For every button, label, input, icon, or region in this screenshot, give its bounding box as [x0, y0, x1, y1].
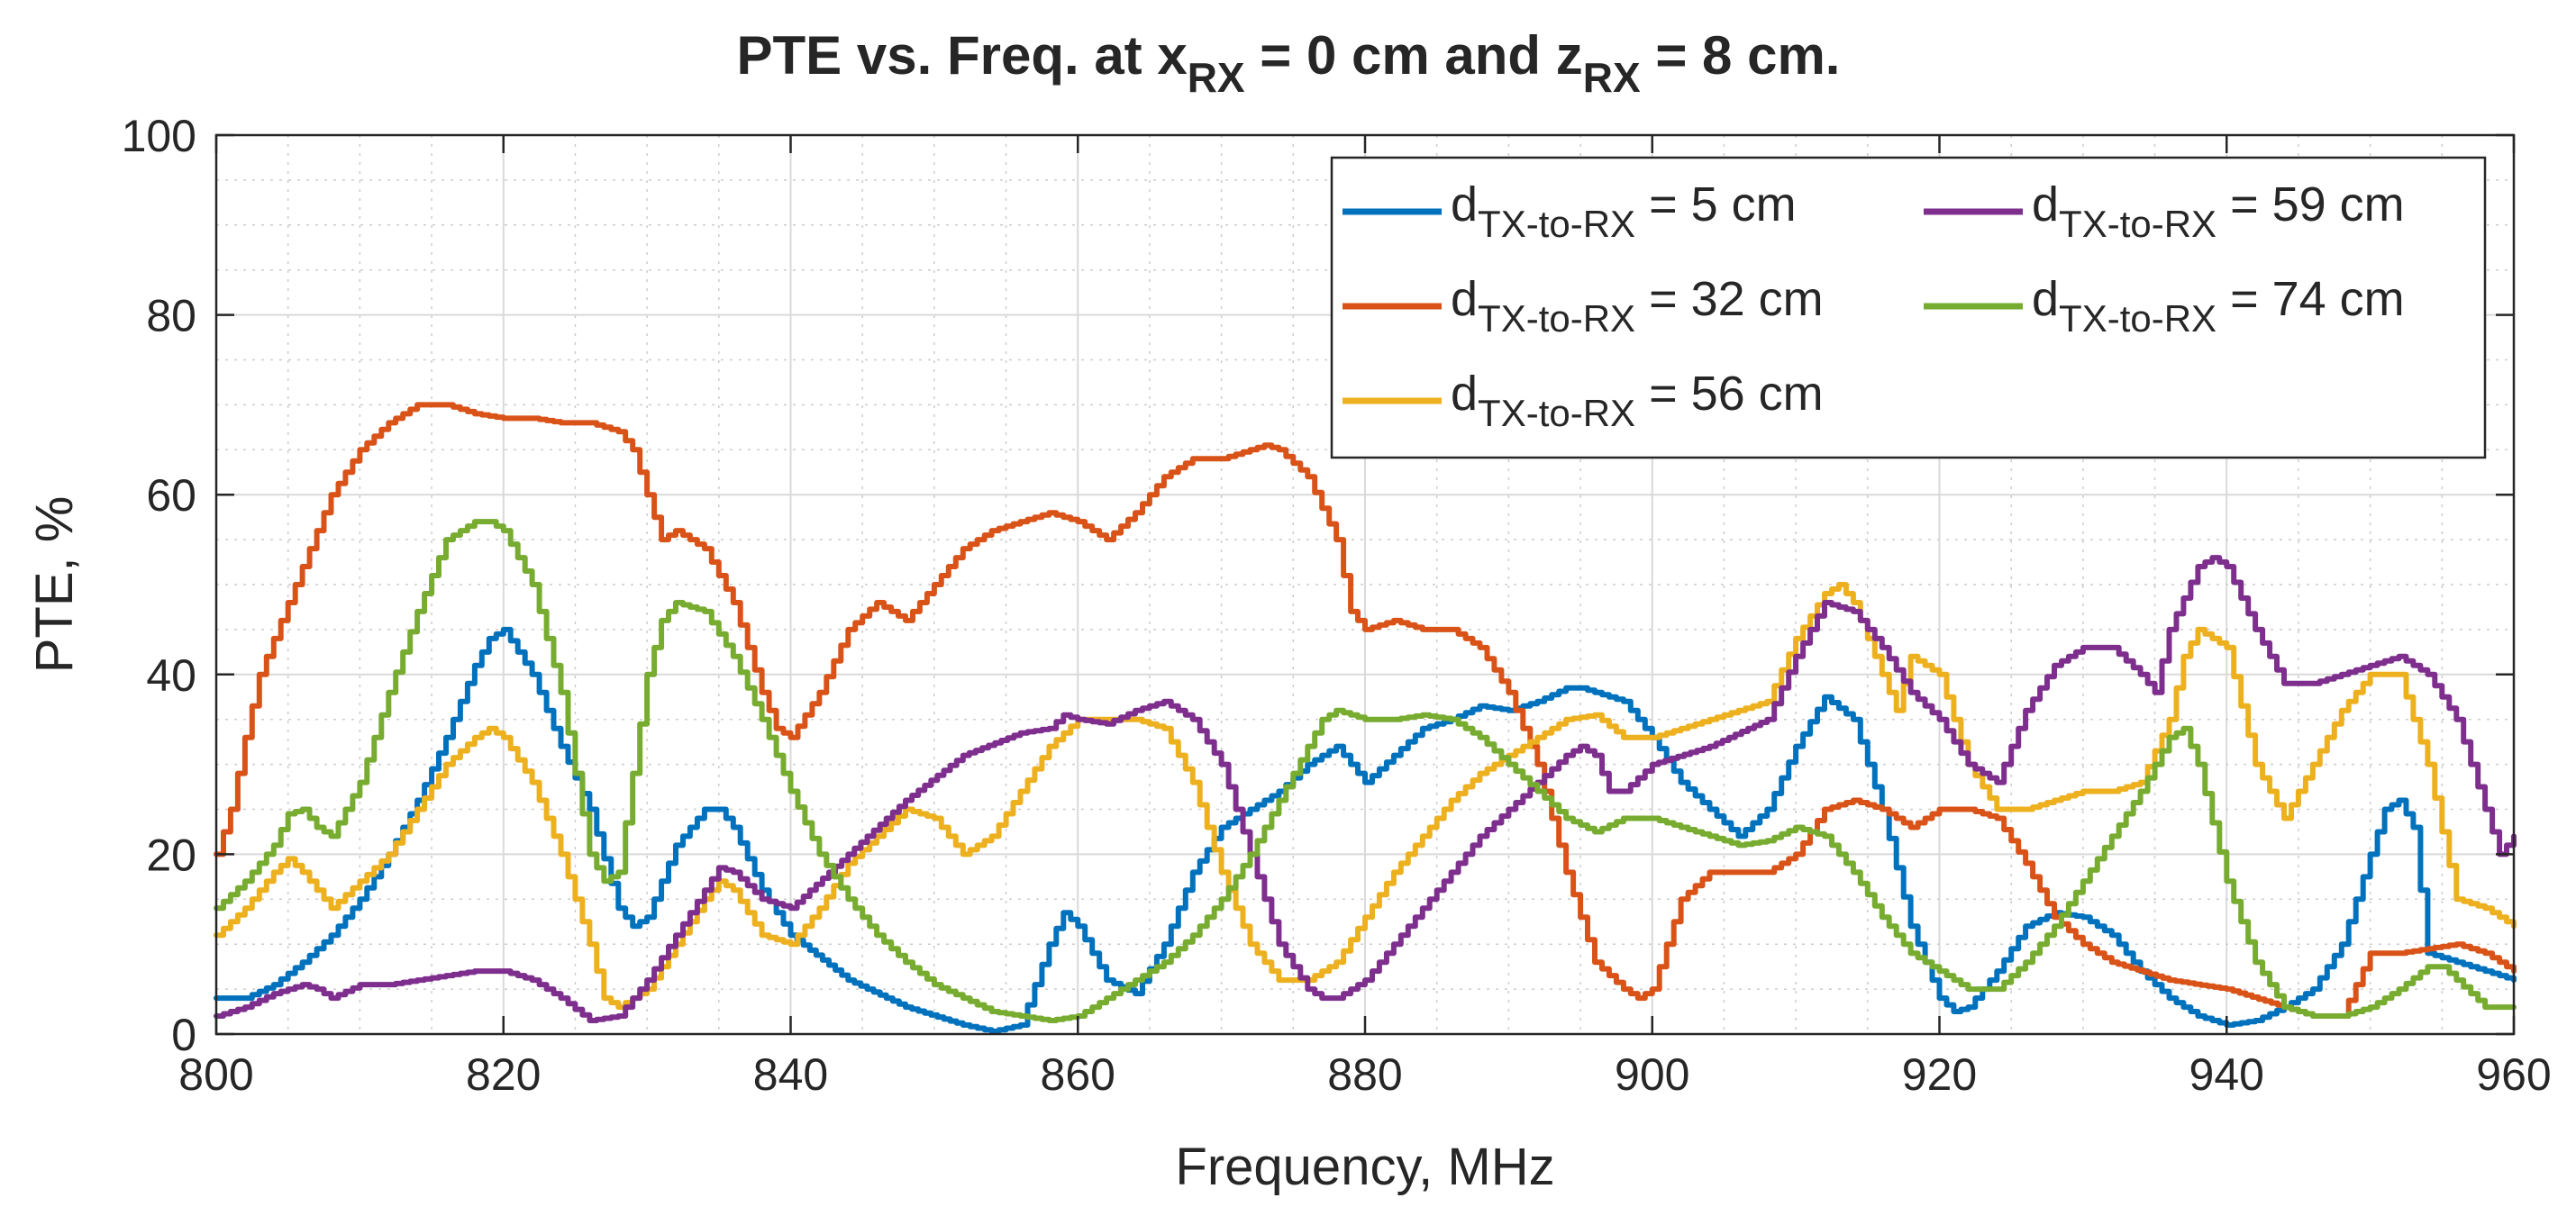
x-axis-label: Frequency, MHz	[1175, 1138, 1554, 1196]
x-tick-label: 860	[1041, 1049, 1115, 1100]
x-tick-label: 820	[466, 1049, 541, 1100]
x-tick-label: 900	[1615, 1049, 1689, 1100]
series-layer	[214, 402, 2517, 1034]
x-tick-label: 840	[753, 1049, 828, 1100]
x-tick-label: 960	[2476, 1049, 2551, 1100]
legend-label-5: dTX-to-RX = 74 cm	[2032, 272, 2405, 340]
legend: dTX-to-RX = 5 cm dTX-to-RX = 32 cm dTX-to-…	[1330, 156, 2487, 459]
legend-label-2: dTX-to-RX = 32 cm	[1451, 272, 1824, 340]
y-tick-label: 80	[146, 291, 196, 341]
y-tick-label: 0	[171, 1010, 196, 1060]
axis-ticks: 800 820 840 860 880 900 920 940 960 0 20 40 60 80 100	[122, 111, 2552, 1100]
legend-label-1: dTX-to-RX = 5 cm	[1451, 177, 1797, 245]
series-line-4	[214, 555, 2517, 1023]
series-line-5	[214, 519, 2517, 1023]
x-tick-label: 920	[1902, 1049, 1977, 1100]
series-line-3	[214, 582, 2517, 1011]
x-tick-label: 800	[178, 1049, 253, 1100]
series-line-2	[214, 402, 2517, 1019]
x-tick-label: 940	[2189, 1049, 2264, 1100]
series-line-1	[214, 626, 2517, 1034]
legend-label-4: dTX-to-RX = 59 cm	[2032, 177, 2405, 245]
y-axis-label: PTE, %	[25, 496, 84, 674]
y-tick-label: 60	[146, 470, 196, 521]
y-tick-label: 40	[146, 650, 196, 701]
y-tick-label: 20	[146, 830, 196, 880]
y-tick-label: 100	[122, 111, 196, 161]
x-tick-label: 880	[1327, 1049, 1402, 1100]
chart-title: PTE vs. Freq. at xRX = 0 cm and zRX = 8 …	[737, 25, 1841, 101]
legend-label-3: dTX-to-RX = 56 cm	[1451, 367, 1824, 434]
legend-box	[1330, 156, 2487, 459]
